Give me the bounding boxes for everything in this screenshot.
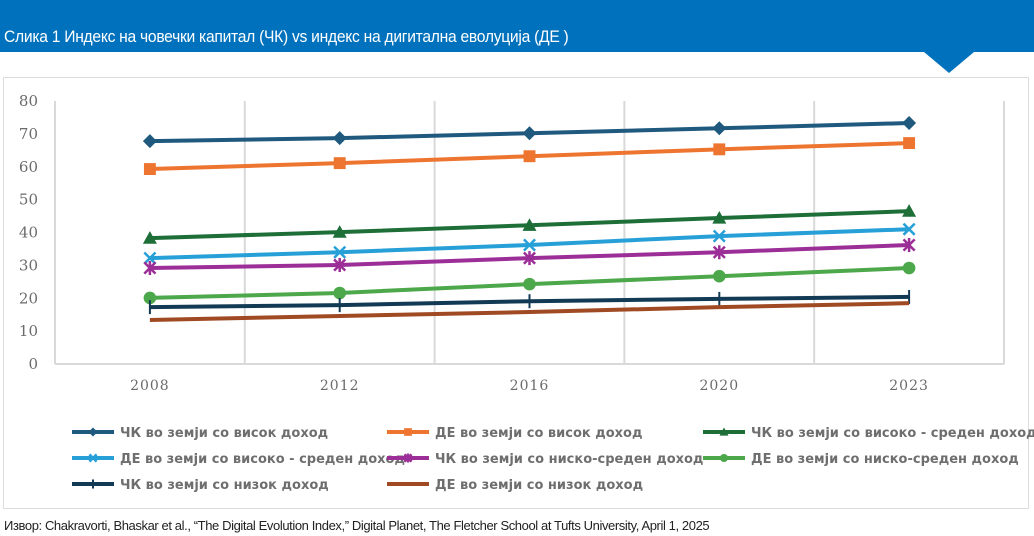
gridlines (54, 101, 1005, 365)
figure-banner: Слика 1 Индекс на човечки капитал (ЧК) v… (0, 0, 1034, 52)
x-axis-ticks: 2008 2012 2016 2020 2023 (130, 378, 929, 394)
y-tick-label: 40 (19, 224, 38, 242)
data-point-x (523, 238, 536, 252)
legend-item[interactable]: ЧК во земји со високо - среден доход (703, 426, 1034, 441)
figure-title: Слика 1 Индекс на човечки капитал (ЧК) v… (4, 27, 569, 46)
data-point-diamond (522, 126, 537, 141)
series-7 (148, 289, 911, 315)
y-tick-label: 70 (19, 125, 38, 143)
data-point-triangle (902, 204, 917, 217)
y-tick-label: 50 (19, 191, 38, 209)
series-2 (143, 137, 916, 176)
y-tick-label: 60 (19, 158, 38, 176)
data-point-diamond (712, 121, 727, 136)
data-point-triangle (142, 231, 157, 244)
y-tick-label: 80 (19, 92, 38, 110)
series-6 (143, 261, 916, 305)
data-point-diamond (902, 116, 917, 131)
y-tick-label: 10 (19, 322, 38, 340)
legend-marker-star (403, 453, 413, 463)
data-point-circle (902, 261, 916, 275)
source-note: Извор: Chakravorti, Bhaskar et al., “The… (4, 518, 710, 533)
data-point-square (333, 157, 346, 170)
data-point-triangle (332, 225, 347, 238)
legend: ЧК во земји со висок доход ДЕ во земји со… (72, 426, 1034, 493)
data-point-circle (333, 286, 347, 300)
data-point-triangle (522, 218, 537, 231)
y-tick-label: 0 (28, 355, 38, 373)
data-point-square (713, 143, 726, 156)
data-point-square (903, 137, 916, 150)
legend-item[interactable]: ДЕ во земји со низок доход (387, 478, 643, 493)
series-line (149, 301, 910, 322)
x-tick-label: 2012 (320, 378, 360, 394)
data-point-x (902, 222, 916, 236)
legend-marker-triangle (719, 427, 729, 436)
legend-label: ДЕ во земји со ниско-среден доход (751, 452, 1019, 467)
legend-label: ЧК во земји со висок доход (120, 426, 328, 441)
legend-item[interactable]: ДЕ во земји со ниско-среден доход (703, 452, 1019, 467)
legend-item[interactable]: ДЕ во земји со високо - среден доход (72, 452, 405, 467)
data-point-square (523, 150, 536, 163)
data-point-star (902, 237, 916, 252)
legend-label: ДЕ во земји со низок доход (435, 478, 643, 493)
legend-label: ДЕ во земји со високо - среден доход (120, 452, 405, 467)
legend-marker-square (404, 428, 412, 436)
data-point-x (712, 229, 726, 243)
series-3 (142, 204, 917, 244)
data-point-circle (523, 277, 536, 291)
legend-label: ЧК во земји со високо - среден доход (751, 426, 1034, 441)
series-group (142, 116, 917, 322)
data-point-triangle (712, 211, 727, 224)
legend-marker-diamond (88, 427, 98, 437)
chart-frame (3, 77, 1029, 509)
data-point-star (523, 251, 536, 266)
legend-marker-x (88, 453, 98, 463)
data-point-diamond (332, 131, 347, 146)
legend-marker-circle (719, 453, 729, 463)
data-point-star (143, 261, 157, 276)
series-8 (149, 301, 910, 322)
x-tick-label: 2023 (889, 378, 929, 394)
y-tick-label: 30 (19, 256, 38, 274)
legend-item[interactable]: ЧК во земји со низок доход (72, 478, 329, 493)
data-point-square (143, 163, 156, 176)
data-point-x (333, 245, 347, 259)
banner-pointer (924, 52, 974, 73)
x-tick-label: 2020 (699, 378, 739, 394)
data-point-x (143, 251, 157, 265)
legend-item[interactable]: ЧК во земји со ниско-среден доход (387, 452, 703, 467)
series-5 (143, 237, 916, 276)
legend-label: ДЕ во земји со висок доход (435, 426, 643, 441)
series-1 (142, 116, 917, 149)
x-tick-label: 2008 (130, 378, 170, 394)
data-point-circle (713, 269, 726, 283)
y-axis-ticks: 0 10 20 30 40 50 60 70 80 (19, 92, 38, 373)
legend-label: ЧК во земји со низок доход (120, 478, 329, 493)
data-point-circle (143, 291, 157, 305)
data-point-diamond (142, 134, 157, 149)
y-tick-label: 20 (19, 289, 38, 307)
data-point-star (712, 245, 726, 260)
x-tick-label: 2016 (510, 378, 550, 394)
legend-item[interactable]: ДЕ во земји со висок доход (387, 426, 643, 441)
series-4 (143, 222, 916, 265)
legend-label: ЧК во земји со ниско-среден доход (435, 452, 703, 467)
legend-item[interactable]: ЧК во земји со висок доход (72, 426, 328, 441)
data-point-star (333, 258, 347, 273)
